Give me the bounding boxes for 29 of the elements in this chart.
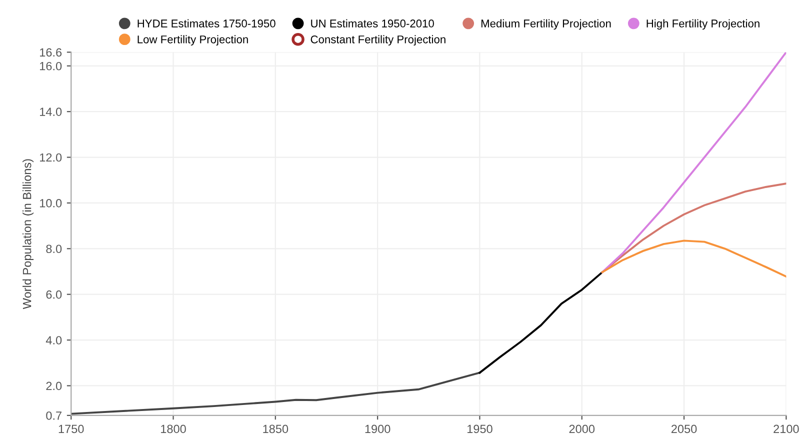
- y-tick-label: 4.0: [46, 336, 62, 344]
- line-series: [601, 240, 786, 278]
- x-tick-label: 1950: [467, 424, 492, 434]
- y-tick-label: 14.0: [40, 108, 62, 116]
- x-tick-label: 1900: [365, 424, 390, 434]
- line-series: [71, 372, 481, 415]
- x-tick-label: 2000: [569, 424, 595, 434]
- y-axis-title: World Population (in Billions): [22, 159, 34, 310]
- y-tick-label: 16.6: [40, 48, 62, 57]
- legend-label: Medium Fertility Projection: [481, 19, 611, 30]
- legend-label: UN Estimates 1950-2010: [311, 19, 434, 28]
- line-series: [478, 271, 604, 374]
- legend-label: Constant Fertility Projection: [310, 35, 446, 46]
- x-tick-label: 2050: [671, 424, 697, 434]
- y-tick-label: 8.0: [46, 244, 62, 254]
- x-tick-label: 2100: [774, 424, 799, 434]
- y-tick-label: 10.0: [40, 199, 62, 208]
- x-tick-label: 1750: [58, 424, 84, 434]
- x-tick-label: 1800: [161, 424, 186, 434]
- y-tick-label: 16.0: [40, 62, 62, 70]
- legend-label: Low Fertility Projection: [138, 35, 248, 46]
- y-tick-label: 0.7: [46, 411, 62, 420]
- legend-label: HYDE Estimates 1750-1950: [138, 19, 276, 28]
- legend-label: High Fertility Projection: [646, 19, 760, 30]
- y-tick-label: 12.0: [40, 153, 62, 162]
- x-tick-label: 1850: [263, 424, 288, 434]
- y-tick-label: 2.0: [46, 382, 62, 390]
- y-tick-label: 6.0: [46, 290, 62, 299]
- line-series: [601, 52, 786, 274]
